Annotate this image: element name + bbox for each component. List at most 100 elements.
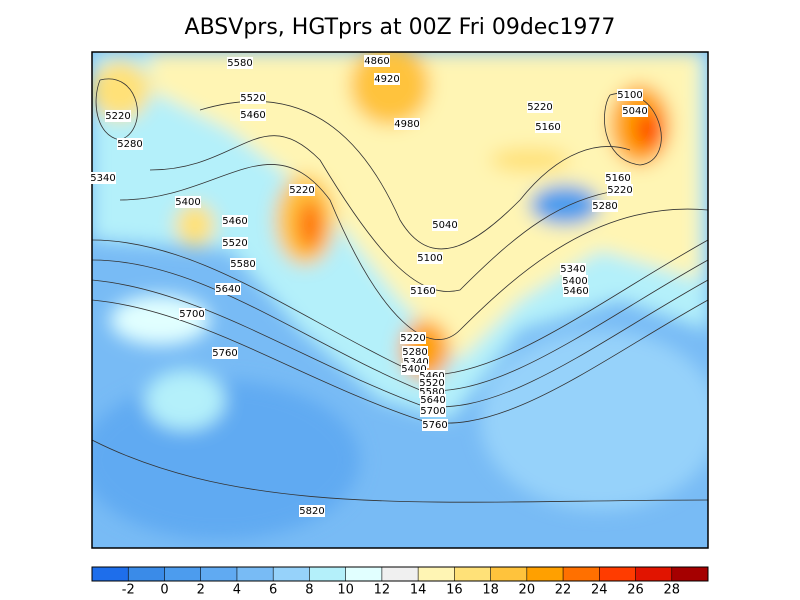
colorbar-swatch bbox=[418, 567, 455, 581]
contour-label-bg bbox=[417, 252, 443, 264]
colorbar-swatch bbox=[599, 567, 637, 581]
contour-label-bg bbox=[230, 258, 256, 270]
contour-label: 5460 bbox=[240, 110, 265, 121]
colorbar-label: 12 bbox=[374, 583, 391, 598]
contour-label-bg bbox=[394, 118, 420, 130]
colorbar-swatch bbox=[671, 567, 709, 581]
contour-label-bg bbox=[364, 55, 390, 67]
contour-label-bg bbox=[420, 405, 446, 417]
contour-label-bg bbox=[622, 105, 648, 117]
contour-label-bg bbox=[175, 196, 201, 208]
contour-label: 5640 bbox=[215, 284, 240, 295]
contour-label-bg bbox=[402, 346, 428, 358]
contour-label: 5280 bbox=[117, 139, 142, 150]
colorbar-frame bbox=[91, 566, 709, 582]
contour-label-bg bbox=[240, 92, 266, 104]
colorbar-swatch bbox=[454, 567, 492, 581]
contour-label: 5160 bbox=[410, 286, 435, 297]
contour-label-bg bbox=[117, 138, 143, 150]
contour-label: 5460 bbox=[222, 216, 247, 227]
colorbar-swatch bbox=[236, 567, 274, 581]
contour-label-bg bbox=[299, 505, 325, 517]
colorbar-swatch bbox=[200, 567, 238, 581]
colorbar-swatch bbox=[164, 567, 202, 581]
colorbar-swatch bbox=[345, 567, 383, 581]
contour-label: 5520 bbox=[419, 378, 444, 389]
colorbar-label: 4 bbox=[233, 583, 241, 598]
colorbar-label: 24 bbox=[591, 583, 608, 598]
colorbar-swatch bbox=[635, 567, 673, 581]
colorbar-swatch bbox=[273, 567, 310, 581]
contour-label: 5640 bbox=[420, 395, 445, 406]
colorbar-swatch bbox=[526, 567, 564, 581]
colorbar-label: 8 bbox=[305, 583, 313, 598]
colorbar-label: -2 bbox=[122, 583, 135, 598]
contour-label: 5340 bbox=[403, 357, 428, 368]
colorbar-label: 28 bbox=[663, 583, 680, 598]
colorbar-label: 14 bbox=[410, 583, 427, 598]
contour-label-bg bbox=[560, 263, 586, 275]
map-frame bbox=[91, 51, 709, 549]
contour-label-bg bbox=[410, 285, 436, 297]
contour-label-bg bbox=[617, 89, 643, 101]
contour-label-bg bbox=[222, 215, 248, 227]
contour-label: 5760 bbox=[422, 420, 447, 431]
contour-label: 5340 bbox=[90, 173, 115, 184]
colorbar-label: 6 bbox=[269, 583, 277, 598]
contour-label-bg bbox=[422, 419, 448, 431]
colorbar-label: 20 bbox=[519, 583, 536, 598]
contour-label-bg bbox=[240, 109, 266, 121]
contour-label: 5520 bbox=[222, 238, 247, 249]
title: ABSVprs, HGTprs at 00Z Fri 09dec1977 bbox=[185, 15, 616, 40]
contour-label: 5100 bbox=[617, 90, 642, 101]
contour-label: 5400 bbox=[562, 276, 587, 287]
colorbar-swatch bbox=[92, 567, 129, 581]
contour-label: 5220 bbox=[289, 185, 314, 196]
contour-label: 5580 bbox=[230, 259, 255, 270]
contour-label: 5580 bbox=[227, 58, 252, 69]
contour-label-bg bbox=[179, 308, 205, 320]
contour-label: 5220 bbox=[527, 102, 552, 113]
contour-label-bg bbox=[432, 219, 458, 231]
contour-label: 5820 bbox=[299, 506, 324, 517]
contour-label: 5040 bbox=[432, 220, 457, 231]
contour-label-bg bbox=[605, 172, 631, 184]
colorbar-label: 2 bbox=[197, 583, 205, 598]
contour-label: 4860 bbox=[364, 56, 389, 67]
contour-label: 4920 bbox=[374, 74, 399, 85]
contour-label: 5400 bbox=[401, 364, 426, 375]
contour-label: 5040 bbox=[622, 106, 647, 117]
contour-label: 5760 bbox=[212, 348, 237, 359]
contour-label: 5160 bbox=[605, 173, 630, 184]
contour-label-bg bbox=[607, 184, 633, 196]
contour-label: 5460 bbox=[419, 371, 444, 382]
contour-label-bg bbox=[289, 184, 315, 196]
contour-label-bg bbox=[535, 121, 561, 133]
contour-label: 5220 bbox=[607, 185, 632, 196]
contour-label: 5520 bbox=[240, 93, 265, 104]
colorbar-swatch bbox=[563, 567, 600, 581]
contour-label: 5700 bbox=[179, 309, 204, 320]
contour-label-bg bbox=[562, 275, 588, 287]
contour-label-bg bbox=[90, 172, 116, 184]
contour-label-bg bbox=[374, 73, 400, 85]
contour-label: 5580 bbox=[419, 387, 444, 398]
contour-label-bg bbox=[400, 332, 426, 344]
colorbar-label: 16 bbox=[446, 583, 463, 598]
colorbar-swatch bbox=[490, 567, 528, 581]
colorbar-swatch bbox=[381, 567, 419, 581]
contour-label-bg bbox=[592, 200, 618, 212]
contour-label: 5280 bbox=[592, 201, 617, 212]
colorbar-label: 26 bbox=[627, 583, 644, 598]
contour-label-bg bbox=[222, 237, 248, 249]
colorbar-label: 10 bbox=[337, 583, 354, 598]
colorbar-label: 18 bbox=[482, 583, 499, 598]
contour-label-bg bbox=[105, 110, 131, 122]
contour-label-bg bbox=[563, 285, 589, 297]
colorbar-swatch bbox=[128, 567, 165, 581]
contour-label: 5220 bbox=[105, 111, 130, 122]
contour-label-bg bbox=[215, 283, 241, 295]
colorbar-label: 0 bbox=[160, 583, 168, 598]
colorbar-label: 22 bbox=[555, 583, 572, 598]
